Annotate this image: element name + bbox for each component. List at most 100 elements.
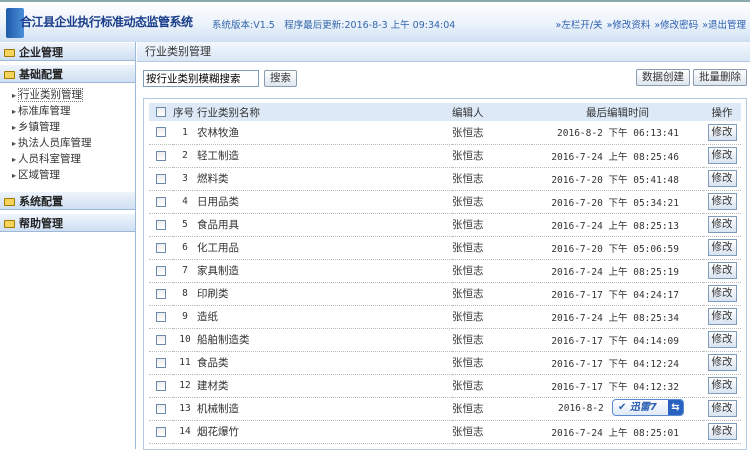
table-row: 12 建材类 张恒志 2016-7-17 下午 04:12:32 修改 bbox=[149, 374, 741, 398]
edit-button[interactable]: 修改 bbox=[707, 147, 737, 164]
row-index: 7 bbox=[173, 259, 197, 283]
row-checkbox[interactable] bbox=[156, 426, 166, 437]
edit-button[interactable]: 修改 bbox=[707, 354, 737, 371]
app-title: 合江县企业执行标准动态监管系统 bbox=[20, 15, 193, 29]
row-checkbox[interactable] bbox=[156, 127, 166, 138]
row-name: 燃料类 bbox=[197, 167, 452, 191]
toggle-sidebar-link[interactable]: »左栏开/关 bbox=[555, 20, 603, 31]
row-index: 4 bbox=[173, 190, 197, 214]
top-links: »左栏开/关 »修改资料 »修改密码 »退出管理 bbox=[552, 17, 746, 31]
sidebar-section-basic-config[interactable]: 基础配置 bbox=[0, 64, 135, 83]
sidebar-section-system-config[interactable]: 系统配置 bbox=[0, 191, 135, 210]
create-button[interactable]: 数据创建 bbox=[636, 69, 690, 86]
row-name: 食品用具 bbox=[197, 213, 452, 237]
row-time: 2016-7-17 下午 04:12:24 bbox=[532, 351, 703, 375]
col-editor: 编辑人 bbox=[452, 103, 532, 121]
sidebar-item-regions[interactable]: 区域管理 bbox=[0, 167, 135, 183]
row-checkbox[interactable] bbox=[156, 173, 166, 184]
row-time: 2016-7-24 上午 08:25:01 bbox=[532, 420, 703, 444]
edit-button[interactable]: 修改 bbox=[707, 377, 737, 394]
col-index: 序号 bbox=[173, 103, 197, 121]
col-action: 操作 bbox=[703, 103, 741, 121]
row-editor: 张恒志 bbox=[452, 259, 532, 283]
row-name: 食品类 bbox=[197, 351, 452, 375]
edit-button[interactable]: 修改 bbox=[707, 216, 737, 233]
table-container: 序号 行业类别名称 编辑人 最后编辑时间 操作 1 农林牧渔 张恒志 2016-… bbox=[143, 98, 747, 450]
version-info: 系统版本:V1.5 程序最后更新:2016-8-3 上午 09:34:04 bbox=[212, 20, 456, 31]
sidebar-section-enterprise[interactable]: 企业管理 bbox=[0, 42, 135, 61]
row-name: 建材类 bbox=[197, 374, 452, 398]
table-row: 14 烟花爆竹 张恒志 2016-7-24 上午 08:25:01 修改 bbox=[149, 420, 741, 444]
row-editor: 张恒志 bbox=[452, 420, 532, 444]
row-time: 2016-7-17 下午 04:14:09 bbox=[532, 328, 703, 352]
row-time: 2016-7-24 上午 08:25:34 bbox=[532, 305, 703, 329]
select-all-checkbox[interactable] bbox=[156, 107, 166, 117]
logo bbox=[6, 8, 24, 38]
search-input[interactable] bbox=[143, 70, 259, 87]
table-row: 9 造纸 张恒志 2016-7-24 上午 08:25:34 修改 bbox=[149, 305, 741, 329]
edit-button[interactable]: 修改 bbox=[707, 193, 737, 210]
folder-icon bbox=[4, 220, 15, 228]
row-checkbox[interactable] bbox=[156, 380, 166, 391]
row-index: 13 bbox=[173, 397, 197, 421]
row-index: 12 bbox=[173, 374, 197, 398]
search-button[interactable]: 搜索 bbox=[264, 70, 297, 87]
edit-button[interactable]: 修改 bbox=[707, 262, 737, 279]
edit-button[interactable]: 修改 bbox=[707, 123, 737, 141]
row-editor: 张恒志 bbox=[452, 328, 532, 352]
row-checkbox[interactable] bbox=[156, 357, 166, 368]
edit-button[interactable]: 修改 bbox=[707, 331, 737, 348]
row-index: 1 bbox=[173, 121, 197, 145]
table-row: 8 印刷类 张恒志 2016-7-17 下午 04:24:17 修改 bbox=[149, 282, 741, 306]
header: 合江县企业执行标准动态监管系统 系统版本:V1.5 程序最后更新:2016-8-… bbox=[0, 0, 750, 42]
sidebar-item-towns[interactable]: 乡镇管理 bbox=[0, 119, 135, 135]
sidebar-section-help[interactable]: 帮助管理 bbox=[0, 213, 135, 232]
edit-button[interactable]: 修改 bbox=[707, 423, 737, 440]
row-index: 8 bbox=[173, 282, 197, 306]
row-editor: 张恒志 bbox=[452, 167, 532, 191]
table-row: 4 日用品类 张恒志 2016-7-20 下午 05:34:21 修改 bbox=[149, 190, 741, 214]
row-name: 船舶制造类 bbox=[197, 328, 452, 352]
row-time: 2016-7-20 下午 05:34:21 bbox=[532, 190, 703, 214]
row-editor: 张恒志 bbox=[452, 374, 532, 398]
row-checkbox[interactable] bbox=[156, 196, 166, 207]
row-checkbox[interactable] bbox=[156, 219, 166, 230]
row-name: 造纸 bbox=[197, 305, 452, 329]
change-password-link[interactable]: »修改密码 bbox=[654, 20, 699, 31]
row-checkbox[interactable] bbox=[156, 265, 166, 276]
table-header: 序号 行业类别名称 编辑人 最后编辑时间 操作 bbox=[149, 103, 741, 121]
table-row: 11 食品类 张恒志 2016-7-17 下午 04:12:24 修改 bbox=[149, 351, 741, 375]
edit-button[interactable]: 修改 bbox=[707, 285, 737, 302]
edit-button[interactable]: 修改 bbox=[707, 170, 737, 187]
row-index: 3 bbox=[173, 167, 197, 191]
logout-link[interactable]: »退出管理 bbox=[702, 20, 746, 31]
edit-button[interactable]: 修改 bbox=[707, 400, 737, 417]
sidebar-item-officers[interactable]: 执法人员库管理 bbox=[0, 135, 135, 151]
row-index: 14 bbox=[173, 420, 197, 444]
table-row: 5 食品用具 张恒志 2016-7-24 上午 08:25:13 修改 bbox=[149, 213, 741, 237]
sidebar-item-standards[interactable]: 标准库管理 bbox=[0, 103, 135, 119]
batch-delete-button[interactable]: 批量删除 bbox=[693, 69, 747, 86]
row-checkbox[interactable] bbox=[156, 334, 166, 345]
row-checkbox[interactable] bbox=[156, 311, 166, 322]
table-row: 2 轻工制造 张恒志 2016-7-24 上午 08:25:46 修改 bbox=[149, 144, 741, 168]
row-time: 2016-7-20 下午 05:06:59 bbox=[532, 236, 703, 260]
sidebar-item-departments[interactable]: 人员科室管理 bbox=[0, 151, 135, 167]
row-editor: 张恒志 bbox=[452, 397, 532, 421]
page-title: 行业类别管理 bbox=[137, 42, 750, 62]
xunlei-float-widget[interactable]: ✔ 迅雷7 ⇆ bbox=[612, 399, 684, 416]
folder-icon bbox=[4, 71, 15, 79]
row-index: 11 bbox=[173, 351, 197, 375]
toolbar: 搜索 数据创建 批量删除 bbox=[137, 62, 750, 92]
row-checkbox[interactable] bbox=[156, 288, 166, 299]
row-checkbox[interactable] bbox=[156, 242, 166, 253]
edit-button[interactable]: 修改 bbox=[707, 308, 737, 325]
row-index: 6 bbox=[173, 236, 197, 260]
col-name: 行业类别名称 bbox=[197, 103, 452, 121]
row-editor: 张恒志 bbox=[452, 282, 532, 306]
edit-button[interactable]: 修改 bbox=[707, 239, 737, 256]
edit-profile-link[interactable]: »修改资料 bbox=[606, 20, 651, 31]
sidebar-item-industry[interactable]: 行业类别管理 bbox=[0, 87, 135, 103]
row-checkbox[interactable] bbox=[156, 403, 166, 414]
row-checkbox[interactable] bbox=[156, 150, 166, 161]
